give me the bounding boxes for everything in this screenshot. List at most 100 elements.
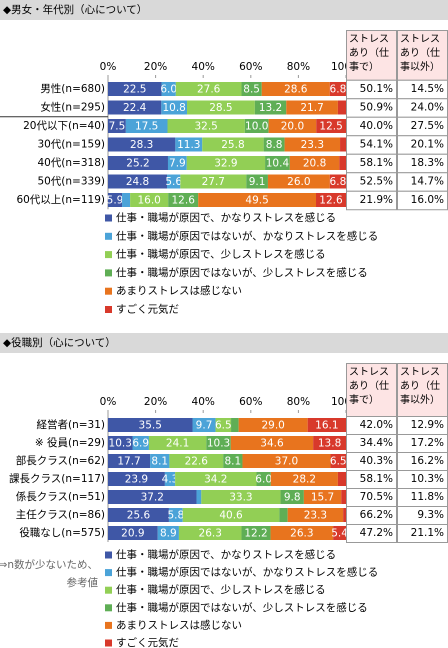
- value-label: 6.8: [330, 176, 347, 188]
- value-label: 12.6: [172, 195, 196, 207]
- value-label: 8.1: [224, 456, 241, 468]
- bar-segment: [339, 156, 346, 170]
- bar-segment: [330, 454, 346, 468]
- value-label: 6.0: [160, 84, 177, 96]
- bar-segment: [337, 100, 346, 115]
- value-label: 35.5: [139, 420, 162, 432]
- value-label: 10.8: [162, 102, 185, 114]
- legend-swatch: [105, 287, 112, 295]
- bar-segment: [122, 193, 131, 207]
- value-label: 10.0: [245, 121, 268, 133]
- value-label: 27.6: [197, 84, 221, 96]
- value-label: 25.8: [221, 139, 244, 151]
- legend-swatch: [105, 621, 112, 629]
- value-label: 15.7: [311, 492, 334, 504]
- value-label: 6.9: [132, 438, 149, 450]
- value-label: 28.2: [293, 474, 316, 486]
- value-label: 26.0: [287, 176, 310, 188]
- value-label: 9.7: [196, 420, 213, 432]
- x-tick-label: 20%: [144, 61, 167, 73]
- bar-segment: [168, 508, 183, 522]
- bar-segment: [238, 418, 308, 432]
- category-label: 女性(n=295): [40, 101, 105, 114]
- value-label: 22.4: [123, 102, 147, 114]
- bar-segment: [202, 137, 264, 152]
- value-label: 9.8: [284, 492, 301, 504]
- value-label: 26.3: [199, 528, 222, 540]
- table-value: 34.4%: [360, 437, 393, 449]
- value-label: 20.8: [303, 158, 326, 170]
- bar-segment: [108, 193, 123, 207]
- category-label: 役職なし(n=575): [19, 526, 105, 539]
- x-tick-label: 40%: [192, 396, 215, 408]
- value-label: 6.8: [330, 84, 347, 96]
- table-value: 10.3%: [411, 473, 444, 485]
- bar-segment: [108, 82, 162, 96]
- value-label: 20.0: [281, 121, 304, 133]
- legend-label: 仕事・職場が原因で、かなりストレスを感じる: [116, 548, 336, 561]
- legend-label: 仕事・職場が原因ではないが、少しストレスを感じる: [116, 601, 368, 614]
- bar-segment: [206, 436, 231, 450]
- bar-segment: [161, 100, 188, 115]
- bar-segment: [182, 508, 280, 522]
- legend-swatch: [105, 306, 112, 313]
- value-label: 6.0: [255, 474, 272, 486]
- legend-label: 仕事・職場が原因ではないが、かなりストレスを感じる: [116, 229, 378, 242]
- bar-segment: [303, 490, 342, 504]
- bar-segment: [286, 100, 338, 115]
- bar-segment: [215, 418, 232, 432]
- bar-segment: [242, 454, 331, 468]
- bar-segment: [341, 490, 346, 504]
- bar-segment: [150, 454, 170, 468]
- value-label: 21.7: [300, 102, 323, 114]
- bar-segment: [280, 490, 304, 504]
- bar-segment: [108, 100, 162, 115]
- table-cell: [346, 524, 397, 543]
- value-label: 16.1: [315, 420, 338, 432]
- value-label: 28.5: [209, 102, 232, 114]
- table-value: 70.5%: [360, 491, 393, 503]
- bar-segment: [157, 526, 179, 540]
- bar-segment: [168, 193, 199, 207]
- bar-segment: [268, 119, 317, 133]
- value-label: 10.3: [207, 438, 230, 450]
- table-header: ストレスあり（仕事で）: [349, 367, 389, 406]
- value-label: 12.5: [319, 121, 342, 133]
- bar-segment: [340, 137, 346, 152]
- bar-segment: [167, 119, 245, 133]
- bar-segment: [316, 119, 346, 133]
- table-header: ストレスあり（仕事以外）: [400, 367, 440, 406]
- table-value: 18.3%: [411, 157, 444, 169]
- bar-segment: [167, 156, 187, 170]
- bar-segment: [267, 174, 330, 189]
- bar-segment: [270, 526, 334, 540]
- bar-segment: [167, 174, 181, 189]
- value-label: 23.3: [301, 139, 324, 151]
- value-label: 33.3: [229, 492, 252, 504]
- table-value: 66.2%: [360, 509, 393, 521]
- table-value: 17.2%: [411, 437, 444, 449]
- bar-segment: [130, 193, 169, 207]
- bar-segment: [108, 174, 168, 189]
- bar-segment: [108, 119, 126, 133]
- note: 参考値: [67, 576, 99, 589]
- table-value: 54.1%: [360, 139, 393, 151]
- legend-label: すごく元気だ: [116, 303, 179, 316]
- table-header: ストレスあり（仕事で）: [349, 34, 389, 73]
- legend-swatch: [105, 232, 112, 240]
- bar-segment: [180, 174, 247, 189]
- bar-segment: [329, 82, 346, 96]
- bar-segment: [241, 82, 262, 96]
- bar-segment: [313, 436, 346, 450]
- category-label: 課長クラス(n=117): [9, 472, 105, 485]
- table-header-cell: [346, 30, 397, 81]
- value-label: 8.9: [160, 528, 177, 540]
- table-value: 21.9%: [360, 194, 393, 206]
- value-label: 12.6: [319, 195, 343, 207]
- note: ※⇒n数が少ないため、: [0, 558, 98, 571]
- value-label: 8.8: [266, 139, 283, 151]
- value-label: 6.5: [215, 420, 232, 432]
- category-label: 部長クラス(n=62): [16, 454, 105, 467]
- table-value: 9.3%: [417, 509, 444, 521]
- bar-segment: [241, 526, 271, 540]
